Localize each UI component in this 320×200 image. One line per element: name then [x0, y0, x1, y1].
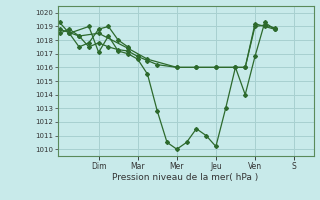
X-axis label: Pression niveau de la mer( hPa ): Pression niveau de la mer( hPa ) — [112, 173, 259, 182]
